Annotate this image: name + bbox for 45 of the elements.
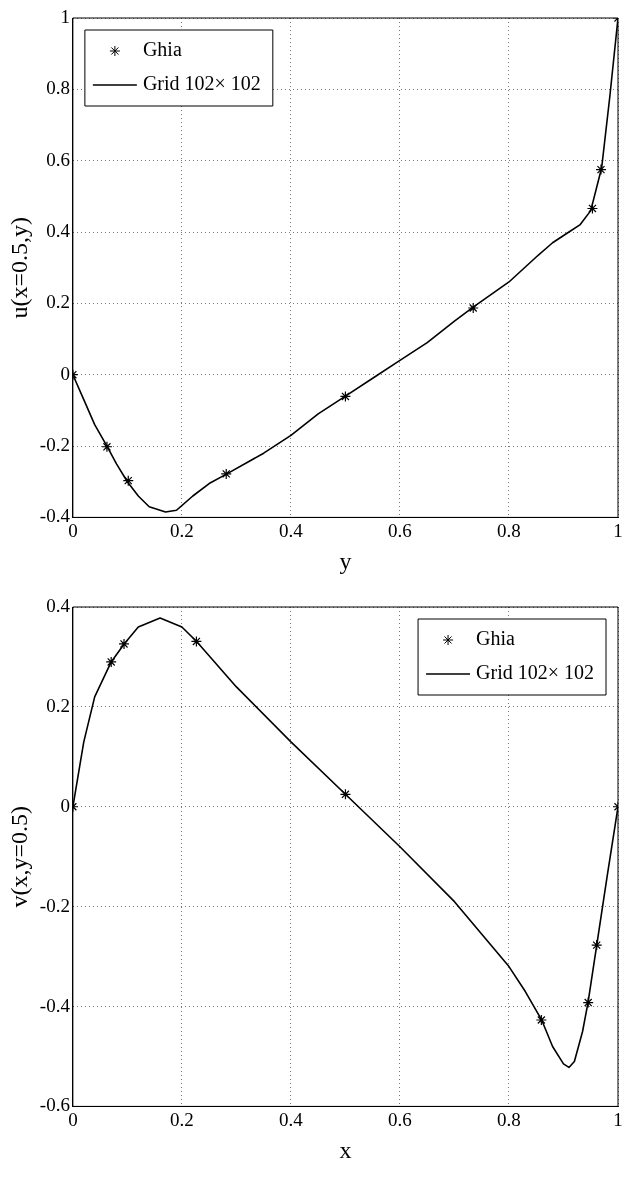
- legend-label: Ghia: [142, 38, 182, 61]
- y-tick-label: 0.2: [46, 694, 70, 716]
- x-tick-label: 0.8: [497, 519, 521, 541]
- x-tick-label: 1: [613, 519, 623, 541]
- x-axis-title: x: [339, 1136, 352, 1163]
- x-tick-label: 0.2: [170, 1108, 194, 1130]
- point: [101, 441, 113, 453]
- point: [118, 638, 130, 650]
- y-axis-title: u(x=0.5,y): [5, 216, 32, 319]
- x-tick-label: 0.6: [388, 519, 412, 541]
- y-axis-title: v(x,y=0.5): [5, 805, 32, 908]
- point: [122, 475, 134, 487]
- x-tick-label: 0.4: [279, 1108, 304, 1130]
- x-tick-label: 0.2: [170, 519, 194, 541]
- legend-label: Grid 102× 102: [476, 661, 595, 684]
- y-tick-label: -0.4: [39, 994, 71, 1016]
- y-tick-label: -0.2: [39, 894, 70, 916]
- x-tick-label: 1: [613, 1108, 623, 1130]
- point: [190, 635, 202, 648]
- y-tick-label: -0.2: [39, 434, 70, 456]
- point: [339, 390, 352, 403]
- point: [339, 788, 352, 800]
- x-tick-label: 0.6: [388, 1108, 412, 1130]
- y-tick-label: 0: [60, 794, 70, 816]
- y-tick-label: 0.4: [46, 220, 71, 242]
- point: [467, 302, 479, 314]
- y-tick-label: 0.4: [46, 594, 71, 616]
- point: [105, 656, 117, 668]
- y-tick-label: 0.2: [46, 291, 70, 313]
- y-tick-label: 1: [60, 5, 70, 27]
- point: [582, 996, 594, 1009]
- y-tick-label: 0: [60, 362, 70, 384]
- point: [591, 939, 603, 951]
- x-axis-title: y: [339, 547, 352, 574]
- legend-label: Ghia: [476, 627, 516, 650]
- legend-label: Grid 102× 102: [142, 72, 261, 95]
- point: [535, 1014, 547, 1026]
- y-tick-label: 0.8: [46, 77, 70, 99]
- x-tick-label: 0.4: [279, 519, 304, 541]
- point: [220, 468, 232, 480]
- y-tick-label: -0.6: [39, 1094, 70, 1116]
- x-tick-label: 0.8: [497, 1108, 521, 1130]
- point: [586, 202, 599, 215]
- point: [595, 164, 607, 176]
- y-tick-label: 0.6: [46, 148, 70, 170]
